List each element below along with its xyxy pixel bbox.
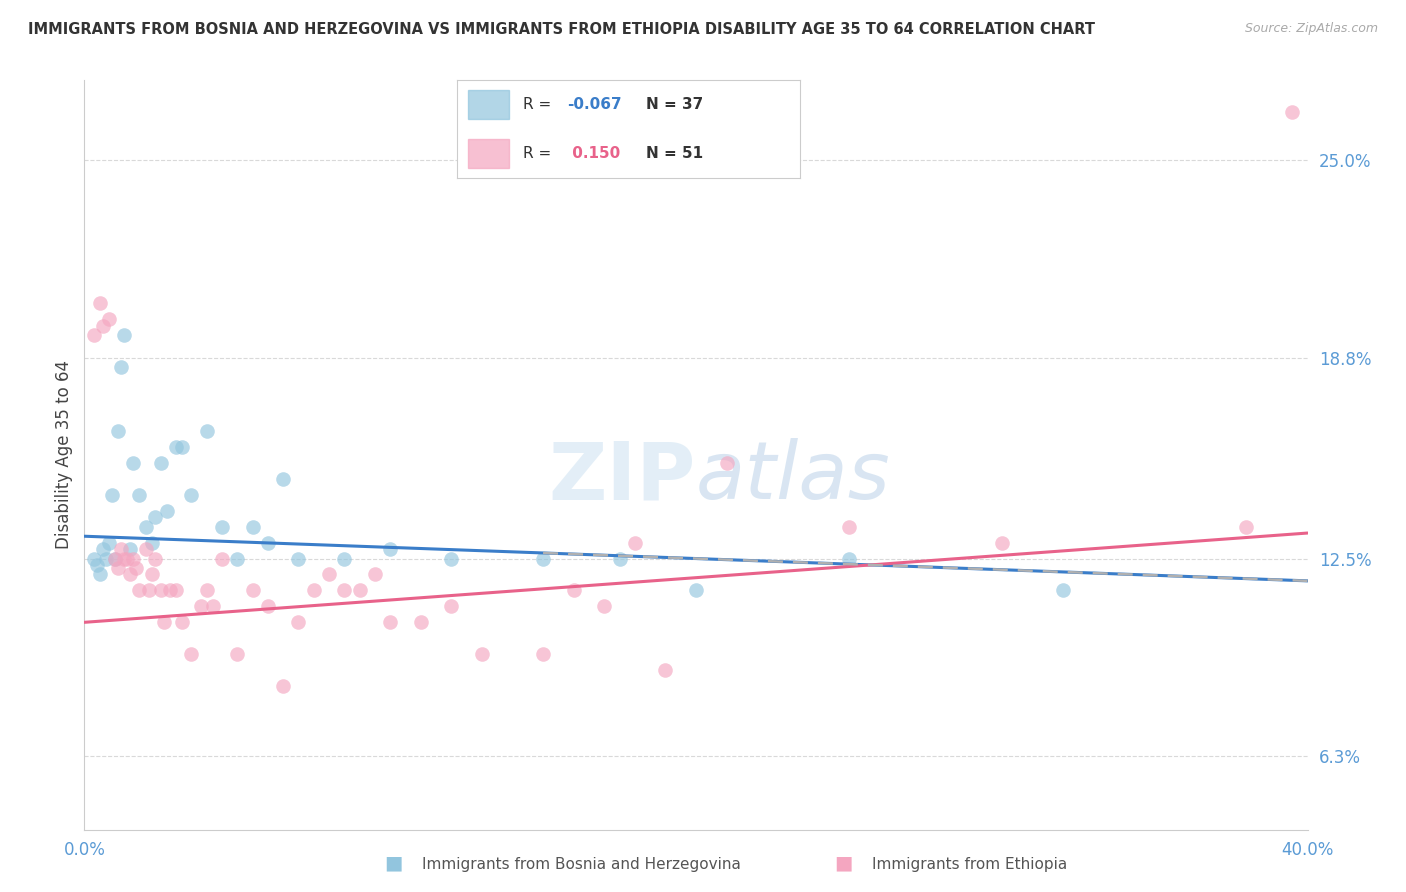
- Point: [409, 615, 432, 630]
- Text: IMMIGRANTS FROM BOSNIA AND HERZEGOVINA VS IMMIGRANTS FROM ETHIOPIA DISABILITY AG: IMMIGRANTS FROM BOSNIA AND HERZEGOVINA V…: [28, 22, 1095, 37]
- Point: [195, 583, 218, 598]
- Point: [287, 551, 309, 566]
- Point: [115, 551, 138, 566]
- Point: [141, 567, 163, 582]
- Point: [110, 360, 132, 375]
- Point: [172, 440, 194, 454]
- Point: [257, 599, 280, 614]
- Point: [153, 615, 176, 630]
- Point: [211, 519, 233, 533]
- Point: [624, 535, 647, 549]
- Point: [302, 583, 325, 598]
- Point: [120, 541, 142, 556]
- Point: [1281, 105, 1303, 120]
- Point: [138, 583, 160, 598]
- Point: [257, 535, 280, 549]
- Point: [159, 583, 181, 598]
- Point: [112, 328, 135, 343]
- Point: [89, 296, 111, 310]
- Point: [83, 551, 105, 566]
- Text: ZIP: ZIP: [548, 438, 696, 516]
- Point: [125, 561, 148, 575]
- Point: [128, 488, 150, 502]
- Point: [165, 440, 187, 454]
- Point: [201, 599, 224, 614]
- Point: [122, 551, 145, 566]
- Point: [165, 583, 187, 598]
- Point: [107, 561, 129, 575]
- Point: [226, 647, 249, 661]
- Point: [242, 519, 264, 533]
- Point: [211, 551, 233, 566]
- Point: [135, 541, 157, 556]
- Point: [156, 504, 179, 518]
- Point: [143, 510, 166, 524]
- Point: [83, 328, 105, 343]
- Point: [471, 647, 494, 661]
- Point: [562, 583, 585, 598]
- Point: [107, 424, 129, 438]
- Point: [190, 599, 212, 614]
- Point: [122, 456, 145, 470]
- Point: [94, 551, 117, 566]
- Point: [149, 456, 172, 470]
- Text: ■: ■: [834, 854, 853, 872]
- Text: Source: ZipAtlas.com: Source: ZipAtlas.com: [1244, 22, 1378, 36]
- Point: [287, 615, 309, 630]
- Point: [318, 567, 340, 582]
- Point: [838, 551, 860, 566]
- Point: [531, 551, 554, 566]
- Point: [195, 424, 218, 438]
- Point: [380, 615, 402, 630]
- Point: [1052, 583, 1074, 598]
- Point: [97, 312, 120, 326]
- Point: [89, 567, 111, 582]
- Text: Immigrants from Ethiopia: Immigrants from Ethiopia: [872, 857, 1067, 872]
- Point: [120, 567, 142, 582]
- Point: [609, 551, 631, 566]
- Point: [364, 567, 387, 582]
- Point: [180, 488, 202, 502]
- Point: [86, 558, 108, 572]
- Point: [135, 519, 157, 533]
- Point: [333, 583, 356, 598]
- Point: [440, 599, 463, 614]
- Text: ■: ■: [384, 854, 404, 872]
- Point: [141, 535, 163, 549]
- Point: [333, 551, 356, 566]
- Point: [104, 551, 127, 566]
- Point: [104, 551, 127, 566]
- Point: [180, 647, 202, 661]
- Point: [143, 551, 166, 566]
- Point: [440, 551, 463, 566]
- Y-axis label: Disability Age 35 to 64: Disability Age 35 to 64: [55, 360, 73, 549]
- Point: [149, 583, 172, 598]
- Point: [380, 541, 402, 556]
- Point: [91, 541, 114, 556]
- Point: [112, 551, 135, 566]
- Point: [716, 456, 738, 470]
- Point: [1236, 519, 1258, 533]
- Point: [991, 535, 1014, 549]
- Point: [685, 583, 707, 598]
- Point: [654, 663, 676, 677]
- Point: [91, 318, 114, 333]
- Point: [349, 583, 371, 598]
- Point: [226, 551, 249, 566]
- Point: [271, 472, 294, 486]
- Point: [838, 519, 860, 533]
- Point: [271, 679, 294, 693]
- Text: atlas: atlas: [696, 438, 891, 516]
- Point: [242, 583, 264, 598]
- Point: [531, 647, 554, 661]
- Text: Immigrants from Bosnia and Herzegovina: Immigrants from Bosnia and Herzegovina: [422, 857, 741, 872]
- Point: [101, 488, 124, 502]
- Point: [97, 535, 120, 549]
- Point: [110, 541, 132, 556]
- Point: [593, 599, 616, 614]
- Point: [172, 615, 194, 630]
- Point: [128, 583, 150, 598]
